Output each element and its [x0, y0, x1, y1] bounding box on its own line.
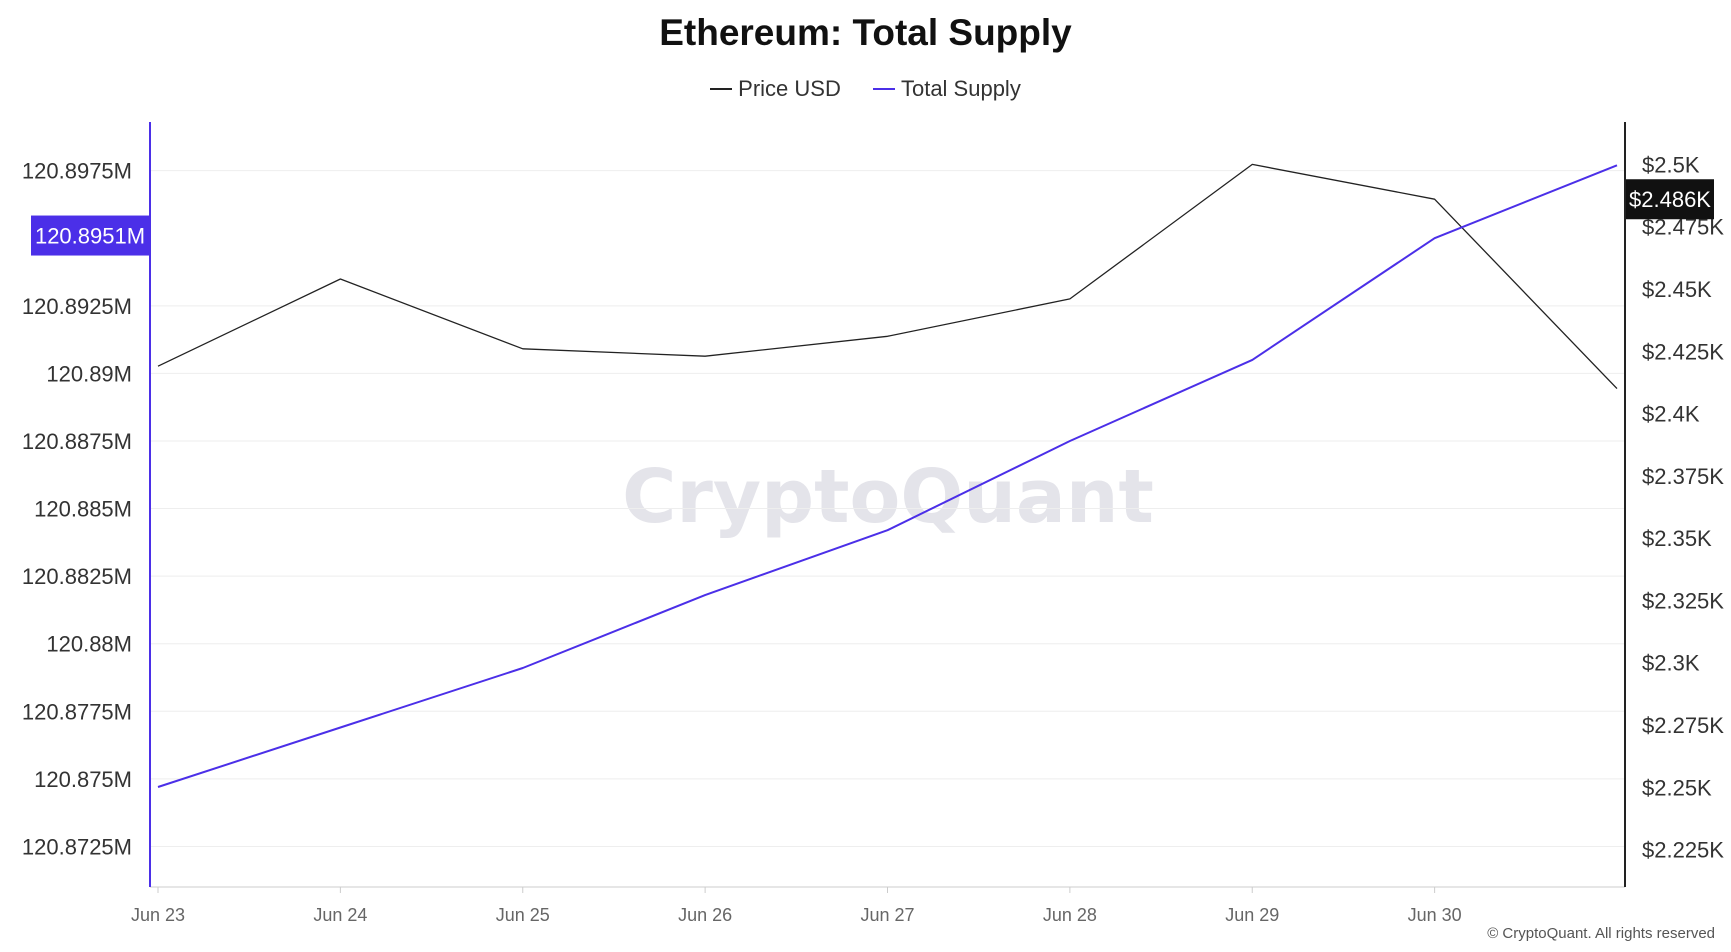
left-tick-label: 120.875M	[34, 767, 132, 792]
left-tick-label: 120.8975M	[22, 159, 132, 184]
right-tick-label: $2.325K	[1642, 588, 1724, 613]
left-highlight-badge	[31, 215, 150, 256]
x-tick-label: Jun 28	[1043, 905, 1097, 925]
legend: Price USD Total Supply	[0, 70, 1731, 102]
x-tick-label: Jun 29	[1225, 905, 1279, 925]
left-tick-label: 120.8875M	[22, 429, 132, 454]
left-tick-label: 120.8725M	[22, 834, 132, 859]
watermark: CryptoQuant	[622, 454, 1154, 540]
right-tick-label: $2.3K	[1642, 651, 1700, 676]
left-highlight-label: 120.8951M	[35, 224, 145, 249]
copyright-notice: © CryptoQuant. All rights reserved	[1487, 925, 1715, 942]
right-tick-label: $2.375K	[1642, 464, 1724, 489]
x-tick-label: Jun 24	[313, 905, 367, 925]
right-tick-label: $2.225K	[1642, 838, 1724, 863]
right-tick-label: $2.35K	[1642, 526, 1712, 551]
x-tick-label: Jun 26	[678, 905, 732, 925]
left-tick-label: 120.88M	[46, 632, 132, 657]
x-tick-label: Jun 23	[131, 905, 185, 925]
price-usd-line	[157, 163, 1618, 390]
x-tick-label: Jun 30	[1408, 905, 1462, 925]
x-tick-label: Jun 25	[496, 905, 550, 925]
right-tick-label: $2.425K	[1642, 339, 1724, 364]
left-tick-label: 120.8775M	[22, 699, 132, 724]
legend-label-price: Price USD	[738, 76, 841, 101]
right-tick-label: $2.5K	[1642, 152, 1700, 177]
right-tick-label: $2.4K	[1642, 402, 1700, 427]
right-tick-label: $2.25K	[1642, 775, 1712, 800]
left-tick-label: 120.89M	[46, 361, 132, 386]
right-tick-label: $2.275K	[1642, 713, 1724, 738]
right-highlight-label: $2.486K	[1629, 187, 1711, 212]
left-tick-label: 120.885M	[34, 497, 132, 522]
left-tick-label: 120.8925M	[22, 294, 132, 319]
right-highlight-badge	[1626, 179, 1714, 220]
total-supply-line	[157, 164, 1618, 788]
legend-swatch-price	[710, 88, 733, 90]
left-tick-label: 120.8825M	[22, 564, 132, 589]
legend-item-total-supply[interactable]: Total Supply	[872, 76, 1021, 102]
chart-title: Ethereum: Total Supply	[659, 12, 1072, 53]
right-tick-label: $2.45K	[1642, 277, 1712, 302]
x-tick-label: Jun 27	[860, 905, 914, 925]
legend-label-total-supply: Total Supply	[900, 76, 1021, 101]
legend-item-price[interactable]: Price USD	[710, 76, 841, 102]
legend-swatch-total-supply	[872, 88, 895, 90]
